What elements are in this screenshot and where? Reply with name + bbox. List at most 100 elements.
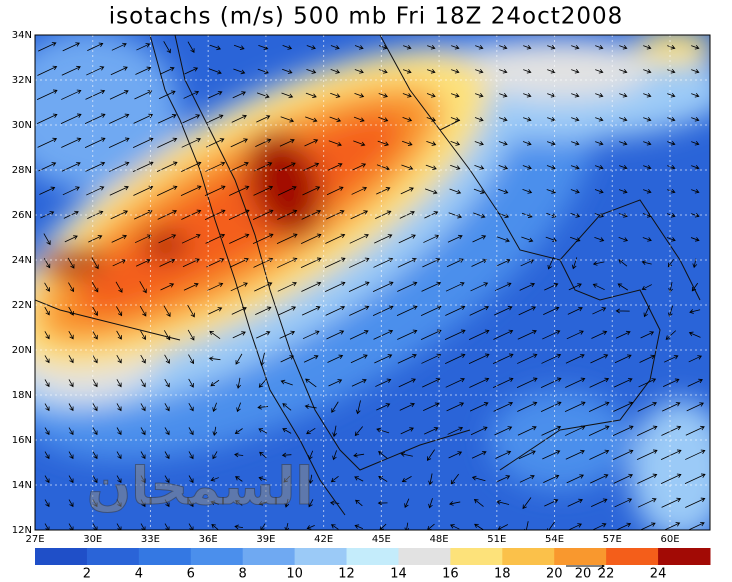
wind-arrow bbox=[402, 93, 412, 98]
wind-arrow bbox=[638, 378, 657, 388]
wind-arrow bbox=[613, 378, 633, 388]
wind-arrow bbox=[542, 450, 561, 460]
wind-arrow bbox=[259, 352, 265, 366]
wind-arrow bbox=[256, 92, 270, 99]
wind-arrow bbox=[208, 356, 221, 362]
wind-arrow bbox=[116, 354, 122, 364]
wind-arrow bbox=[451, 69, 460, 74]
wind-arrow bbox=[140, 403, 146, 412]
wind-arrow bbox=[521, 236, 534, 243]
wind-arrow bbox=[326, 186, 344, 196]
wind-arrow bbox=[109, 89, 129, 100]
wind-arrow bbox=[255, 138, 272, 147]
wind-arrow bbox=[691, 45, 700, 50]
wind-arrow bbox=[355, 499, 363, 507]
wind-arrow bbox=[354, 524, 364, 529]
wind-arrow bbox=[450, 93, 460, 98]
lon-label: 51E bbox=[487, 534, 506, 545]
wind-arrow bbox=[180, 185, 202, 197]
wind-arrow bbox=[353, 452, 365, 458]
lat-label: 22N bbox=[12, 300, 32, 311]
wind-arrow bbox=[595, 69, 604, 74]
wind-arrow bbox=[92, 355, 98, 364]
wind-arrow bbox=[614, 498, 633, 508]
wind-arrow bbox=[308, 499, 314, 508]
wind-arrow bbox=[498, 141, 508, 146]
wind-arrow bbox=[541, 425, 562, 436]
wind-arrow bbox=[496, 236, 510, 243]
wind-arrow bbox=[283, 475, 291, 483]
wind-arrow bbox=[474, 93, 484, 98]
wind-arrow bbox=[212, 426, 218, 436]
wind-arrow bbox=[92, 330, 98, 340]
wind-arrow bbox=[594, 213, 604, 218]
wind-arrow bbox=[636, 449, 658, 461]
lon-label: 39E bbox=[256, 534, 275, 545]
wind-arrow bbox=[133, 210, 153, 220]
wind-arrow bbox=[594, 189, 604, 194]
wind-arrow bbox=[188, 451, 194, 460]
wind-arrow bbox=[36, 113, 58, 124]
wind-arrow bbox=[233, 44, 245, 50]
wind-arrow bbox=[257, 68, 269, 75]
wind-arrow bbox=[643, 117, 652, 122]
wind-arrow bbox=[212, 402, 217, 412]
wind-arrow bbox=[445, 353, 466, 364]
wind-arrow bbox=[44, 379, 50, 388]
wind-arrow bbox=[187, 41, 195, 53]
wind-arrow bbox=[306, 68, 317, 74]
wind-arrow bbox=[690, 237, 700, 242]
wind-arrow bbox=[685, 449, 706, 460]
wind-arrow bbox=[643, 189, 652, 194]
wind-arrow bbox=[518, 306, 537, 316]
wind-arrow bbox=[517, 329, 537, 340]
wind-arrow bbox=[86, 186, 105, 196]
wind-arrow bbox=[253, 185, 274, 196]
wind-arrow bbox=[212, 451, 218, 460]
wind-arrow bbox=[588, 425, 610, 436]
wind-arrow bbox=[279, 138, 295, 147]
wind-arrow bbox=[38, 42, 57, 52]
wind-arrow bbox=[209, 44, 222, 51]
wind-arrow bbox=[519, 474, 535, 483]
wind-arrow bbox=[444, 329, 466, 341]
wind-arrow bbox=[499, 69, 508, 74]
wind-arrow bbox=[164, 354, 170, 364]
wind-arrow bbox=[140, 499, 146, 508]
wind-arrow bbox=[234, 524, 244, 530]
wind-arrow bbox=[68, 499, 74, 508]
wind-arrow bbox=[571, 69, 580, 74]
wind-arrow bbox=[397, 353, 417, 364]
wind-arrow bbox=[567, 306, 583, 315]
wind-arrow bbox=[64, 235, 78, 243]
wind-arrow bbox=[691, 117, 700, 122]
wind-arrow bbox=[281, 92, 294, 99]
wind-arrow bbox=[140, 379, 146, 388]
colorbar-label: 6 bbox=[187, 567, 195, 582]
wind-arrow bbox=[92, 499, 98, 508]
lat-label: 12N bbox=[12, 525, 32, 536]
wind-arrow bbox=[546, 141, 556, 146]
wind-arrow bbox=[516, 377, 538, 389]
wind-arrow bbox=[401, 476, 412, 483]
wind-arrow bbox=[618, 189, 628, 194]
wind-arrow bbox=[164, 523, 170, 530]
wind-arrow bbox=[468, 329, 490, 340]
wind-arrow bbox=[350, 354, 368, 364]
wind-arrow bbox=[157, 137, 178, 148]
colorbar-swatch bbox=[138, 548, 192, 565]
wind-arrow bbox=[378, 69, 388, 74]
wind-arrow bbox=[667, 259, 675, 268]
colorbar-label: 14 bbox=[390, 567, 407, 582]
wind-arrow bbox=[589, 449, 610, 460]
wind-arrow bbox=[188, 523, 194, 530]
wind-arrow bbox=[140, 523, 146, 530]
lon-label: 33E bbox=[141, 534, 160, 545]
wind-arrow bbox=[378, 93, 389, 98]
wind-arrow bbox=[618, 213, 628, 218]
wind-arrow bbox=[254, 162, 273, 172]
wind-arrow bbox=[205, 161, 226, 172]
wind-arrow bbox=[689, 309, 701, 314]
wind-arrow bbox=[256, 115, 271, 123]
colorbar-label: 16 bbox=[442, 567, 459, 582]
